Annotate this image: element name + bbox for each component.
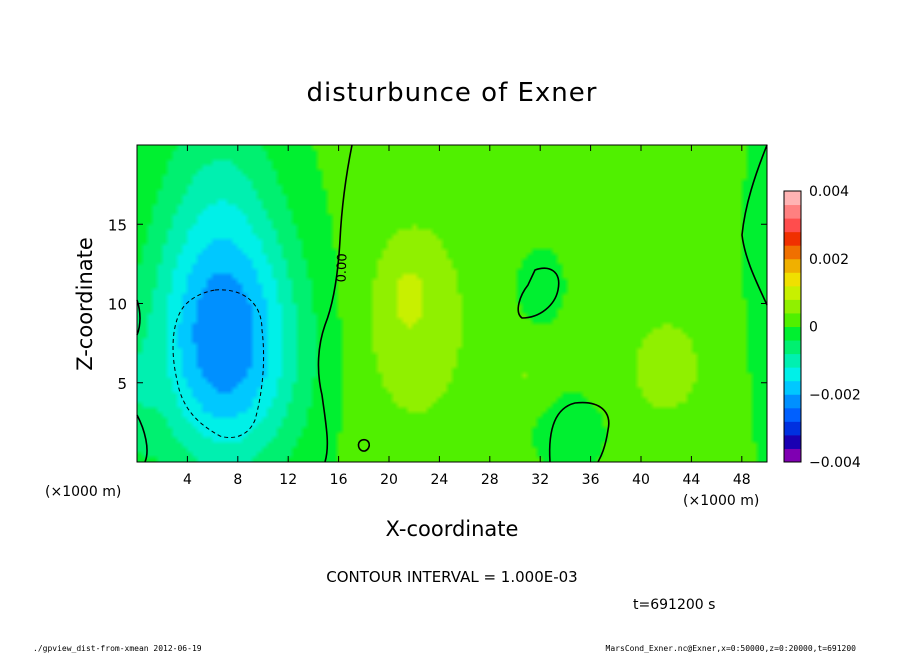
colorbar-cell xyxy=(784,380,801,395)
colorbar-cell xyxy=(784,245,801,260)
colorbar-tick-label: 0 xyxy=(809,320,818,336)
chart-title: disturbunce of Exner xyxy=(307,78,598,108)
x-tick-label: 8 xyxy=(233,472,242,488)
x-tick-label: 32 xyxy=(531,472,549,488)
colorbar-cell xyxy=(784,434,801,449)
x-tick-label: 12 xyxy=(279,472,297,488)
zero-contour-small xyxy=(357,438,371,452)
y-axis: 5 10 15 xyxy=(108,216,767,393)
zero-contour-closed-1 xyxy=(517,267,560,319)
colorbar-cell xyxy=(784,421,801,436)
x-tick-label: 4 xyxy=(183,472,192,488)
colorbar-tick-label: −0.002 xyxy=(809,387,861,403)
y-tick-label: 10 xyxy=(108,296,127,314)
x-tick-label: 28 xyxy=(481,472,499,488)
colorbar-cell xyxy=(784,191,801,206)
colorbar-tick-label: −0.004 xyxy=(809,455,861,471)
colorbar-cell xyxy=(784,285,801,300)
x-axis-unit-right: (×1000 m) xyxy=(683,493,759,509)
x-tick-label: 16 xyxy=(330,472,348,488)
negative-contour xyxy=(172,289,265,439)
y-tick-label: 5 xyxy=(117,375,127,393)
zero-contour-right xyxy=(741,144,768,306)
footer-right: MarsCond_Exner.nc@Exner,x=0:50000,z=0:20… xyxy=(606,644,857,653)
colorbar-cell xyxy=(784,448,801,463)
colorbar-cell xyxy=(784,258,801,273)
colorbar-cell xyxy=(784,326,801,341)
colorbar-cell xyxy=(784,353,801,368)
colorbar-tick-label: 0.004 xyxy=(809,184,849,200)
footer-left: ./gpview_dist-from-xmean 2012-06-19 xyxy=(33,644,202,653)
x-axis-unit-left: (×1000 m) xyxy=(45,484,121,500)
x-tick-label: 48 xyxy=(733,472,751,488)
x-tick-label: 40 xyxy=(632,472,650,488)
x-tick-label: 36 xyxy=(582,472,600,488)
colorbar-cell xyxy=(784,299,801,314)
colorbar-cell xyxy=(784,340,801,355)
colorbar-frame xyxy=(783,190,802,463)
y-tick-label: 15 xyxy=(108,216,127,234)
heatmap-field xyxy=(137,145,767,462)
x-axis: 4 8 12 16 20 24 28 32 36 40 44 48 xyxy=(183,145,751,488)
colorbar-cell xyxy=(784,312,801,327)
colorbar-cell xyxy=(784,272,801,287)
colorbar-cell xyxy=(784,218,801,233)
colorbar-tick-label: 0.002 xyxy=(809,252,849,268)
colorbar-cell xyxy=(784,231,801,246)
zero-contour-closed-2 xyxy=(548,401,610,463)
time-label: t=691200 s xyxy=(633,597,715,613)
contour-label: 0.00 xyxy=(335,253,351,282)
x-tick-label: 44 xyxy=(682,472,700,488)
colorbar-ticks: 0.004 0.002 0 −0.002 −0.004 xyxy=(809,184,861,471)
y-axis-label: Z-coordinate xyxy=(73,237,97,371)
x-tick-label: 24 xyxy=(430,472,448,488)
zero-contour xyxy=(317,144,353,463)
colorbar-cell xyxy=(784,394,801,409)
x-axis-label: X-coordinate xyxy=(386,517,519,541)
contour-interval: CONTOUR INTERVAL = 1.000E-03 xyxy=(326,568,577,586)
colorbar-cells xyxy=(784,191,801,463)
colorbar-cell xyxy=(784,367,801,382)
x-tick-label: 20 xyxy=(380,472,398,488)
colorbar: 0.004 0.002 0 −0.002 −0.004 xyxy=(783,184,861,471)
colorbar-cell xyxy=(784,407,801,422)
colorbar-cell xyxy=(784,204,801,219)
